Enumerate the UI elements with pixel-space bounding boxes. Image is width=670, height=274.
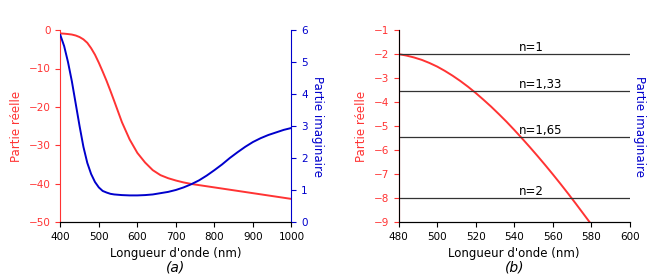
Text: n=1,65: n=1,65 <box>519 124 562 137</box>
Text: (a): (a) <box>166 260 186 274</box>
Y-axis label: Partie imaginaire: Partie imaginaire <box>633 76 647 176</box>
Text: n=2: n=2 <box>519 185 544 198</box>
Text: (b): (b) <box>505 260 524 274</box>
Text: n=1: n=1 <box>519 41 544 54</box>
X-axis label: Longueur d'onde (nm): Longueur d'onde (nm) <box>448 247 580 260</box>
Y-axis label: Partie imaginaire: Partie imaginaire <box>312 76 324 176</box>
Y-axis label: Partie réelle: Partie réelle <box>355 90 368 162</box>
Text: n=1,33: n=1,33 <box>519 78 562 91</box>
X-axis label: Longueur d'onde (nm): Longueur d'onde (nm) <box>110 247 242 260</box>
Y-axis label: Partie réelle: Partie réelle <box>10 90 23 162</box>
